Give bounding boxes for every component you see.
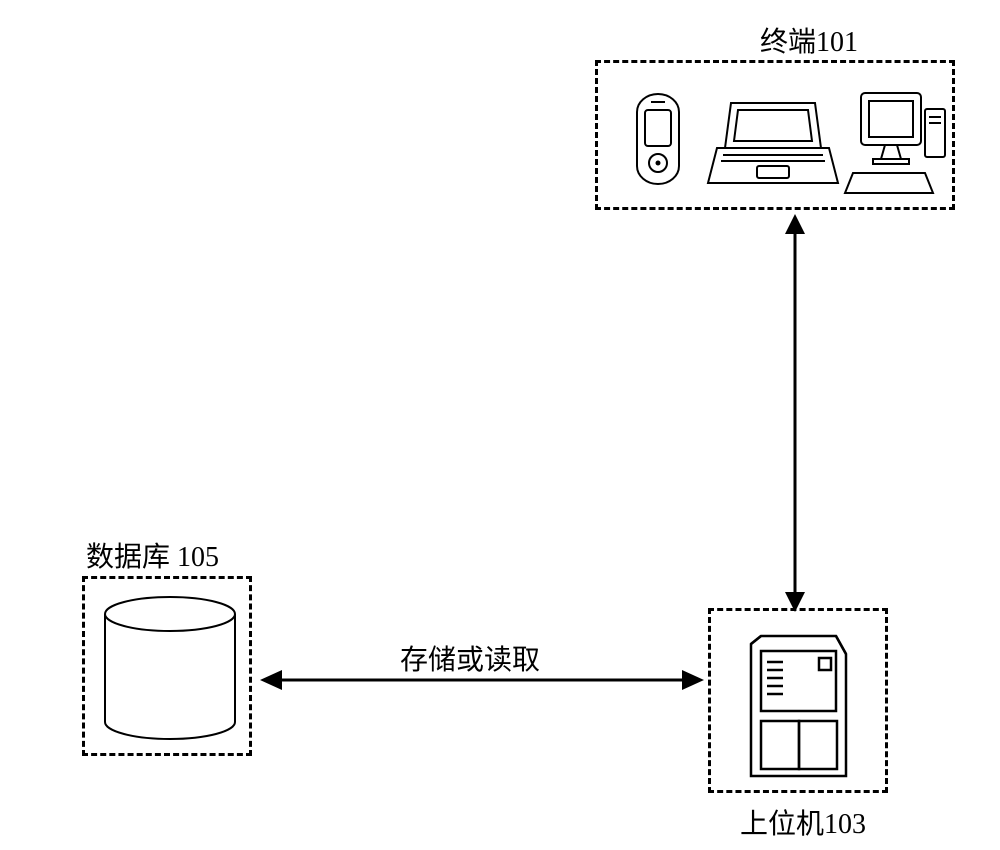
edge-db-host-label: 存储或读取 <box>400 638 540 678</box>
edge-database-host <box>0 0 1000 850</box>
